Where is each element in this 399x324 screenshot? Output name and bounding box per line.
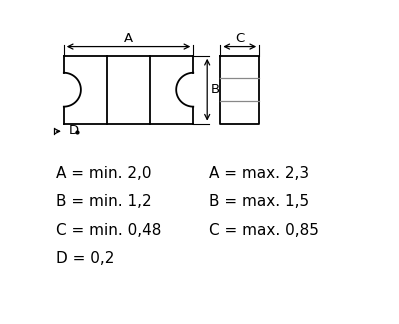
Text: A: A — [124, 32, 133, 45]
Text: B = min. 1,2: B = min. 1,2 — [56, 194, 152, 209]
Text: A = min. 2,0: A = min. 2,0 — [56, 166, 152, 181]
Text: D: D — [69, 124, 79, 137]
Text: C = max. 0,85: C = max. 0,85 — [209, 223, 319, 238]
Text: B = max. 1,5: B = max. 1,5 — [209, 194, 309, 209]
Text: A = max. 2,3: A = max. 2,3 — [209, 166, 309, 181]
Text: C = min. 0,48: C = min. 0,48 — [56, 223, 162, 238]
Text: C: C — [235, 32, 244, 45]
Text: D = 0,2: D = 0,2 — [56, 251, 115, 266]
Text: B: B — [210, 83, 219, 96]
